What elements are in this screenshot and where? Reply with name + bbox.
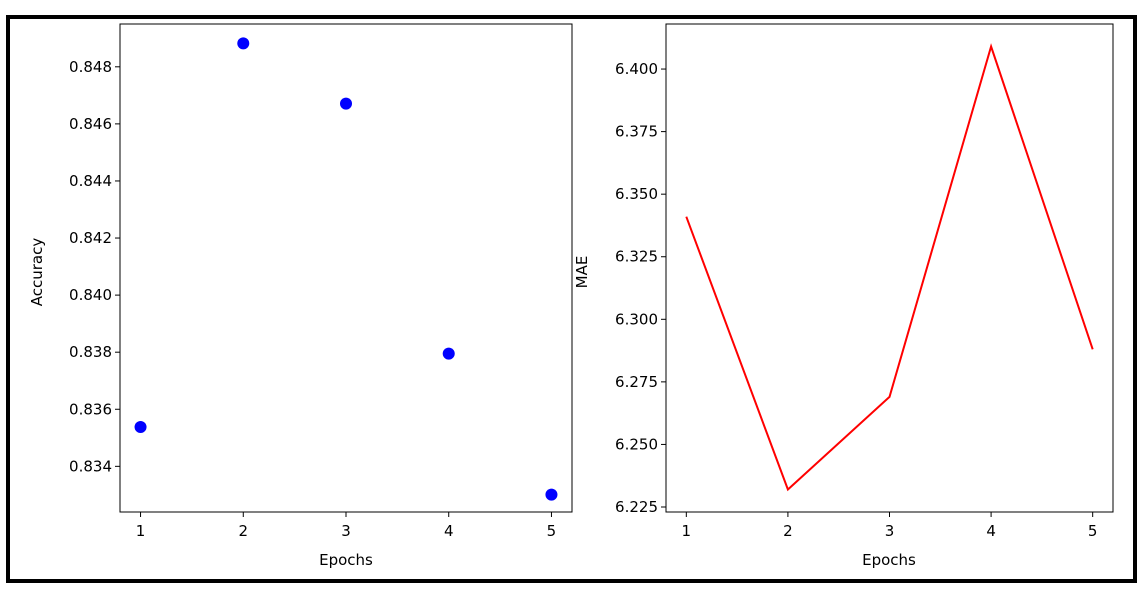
- accuracy-x-tick-label: 5: [547, 522, 557, 540]
- accuracy-x-ticks: 1 2 3 4 5: [136, 512, 556, 540]
- mae-y-tick-label: 6.400: [615, 60, 658, 78]
- mae-y-ticks: 6.225 6.250 6.275 6.300 6.325 6.350 6.375 6.400: [615, 60, 666, 516]
- accuracy-data-point: [442, 347, 455, 360]
- mae-series-line: [685, 43, 1094, 492]
- mae-y-tick-label: 6.300: [615, 310, 658, 328]
- accuracy-y-tick-label: 0.846: [69, 115, 112, 133]
- accuracy-y-tick-label: 0.834: [69, 457, 112, 475]
- accuracy-data-point: [340, 97, 352, 110]
- accuracy-data-point: [545, 488, 558, 501]
- mae-y-tick-label: 6.250: [615, 435, 658, 453]
- accuracy-y-ticks: 0.834 0.836 0.838 0.840 0.842 0.844 0.846 0.848: [69, 58, 120, 475]
- accuracy-y-tick-label: 0.848: [69, 58, 112, 76]
- mae-x-tick-label: 5: [1088, 522, 1098, 540]
- mae-x-axis-label: Epochs: [862, 551, 916, 569]
- accuracy-y-tick-label: 0.840: [69, 286, 112, 304]
- accuracy-data-point: [237, 37, 250, 50]
- accuracy-x-tick-label: 1: [136, 522, 146, 540]
- mae-axes-frame: [665, 23, 1114, 513]
- mae-x-ticks: 1 2 3 4 5: [682, 512, 1098, 540]
- accuracy-x-tick-label: 4: [444, 522, 454, 540]
- accuracy-x-axis-label: Epochs: [319, 551, 373, 569]
- accuracy-panel: 1 2 3 4 5 0.834 0.836 0.838 0.840 0.842 0.844 0.84…: [28, 23, 573, 569]
- mae-x-tick-label: 1: [682, 522, 692, 540]
- mae-y-axis-label: MAE: [573, 256, 591, 289]
- mae-y-tick-label: 6.325: [615, 248, 658, 266]
- accuracy-x-tick-label: 2: [238, 522, 248, 540]
- accuracy-y-tick-label: 0.836: [69, 400, 112, 418]
- accuracy-y-tick-label: 0.844: [69, 172, 112, 190]
- mae-x-tick-label: 2: [783, 522, 793, 540]
- accuracy-data-point: [134, 420, 147, 433]
- mae-x-tick-label: 4: [986, 522, 996, 540]
- accuracy-axes-frame: [119, 23, 573, 513]
- mae-y-tick-label: 6.225: [615, 498, 658, 516]
- mae-y-tick-label: 6.350: [615, 185, 658, 203]
- accuracy-y-tick-label: 0.838: [69, 343, 112, 361]
- mae-series: [685, 43, 1094, 492]
- accuracy-y-tick-label: 0.842: [69, 229, 112, 247]
- accuracy-x-tick-label: 3: [341, 522, 351, 540]
- mae-x-tick-label: 3: [885, 522, 895, 540]
- mae-y-tick-label: 6.275: [615, 373, 658, 391]
- accuracy-y-axis-label: Accuracy: [28, 238, 46, 307]
- accuracy-points: [134, 37, 558, 501]
- mae-panel: 1 2 3 4 5 6.225 6.250 6.275 6.300 6.325 6.350 6.37…: [573, 23, 1114, 569]
- mae-y-tick-label: 6.375: [615, 123, 658, 141]
